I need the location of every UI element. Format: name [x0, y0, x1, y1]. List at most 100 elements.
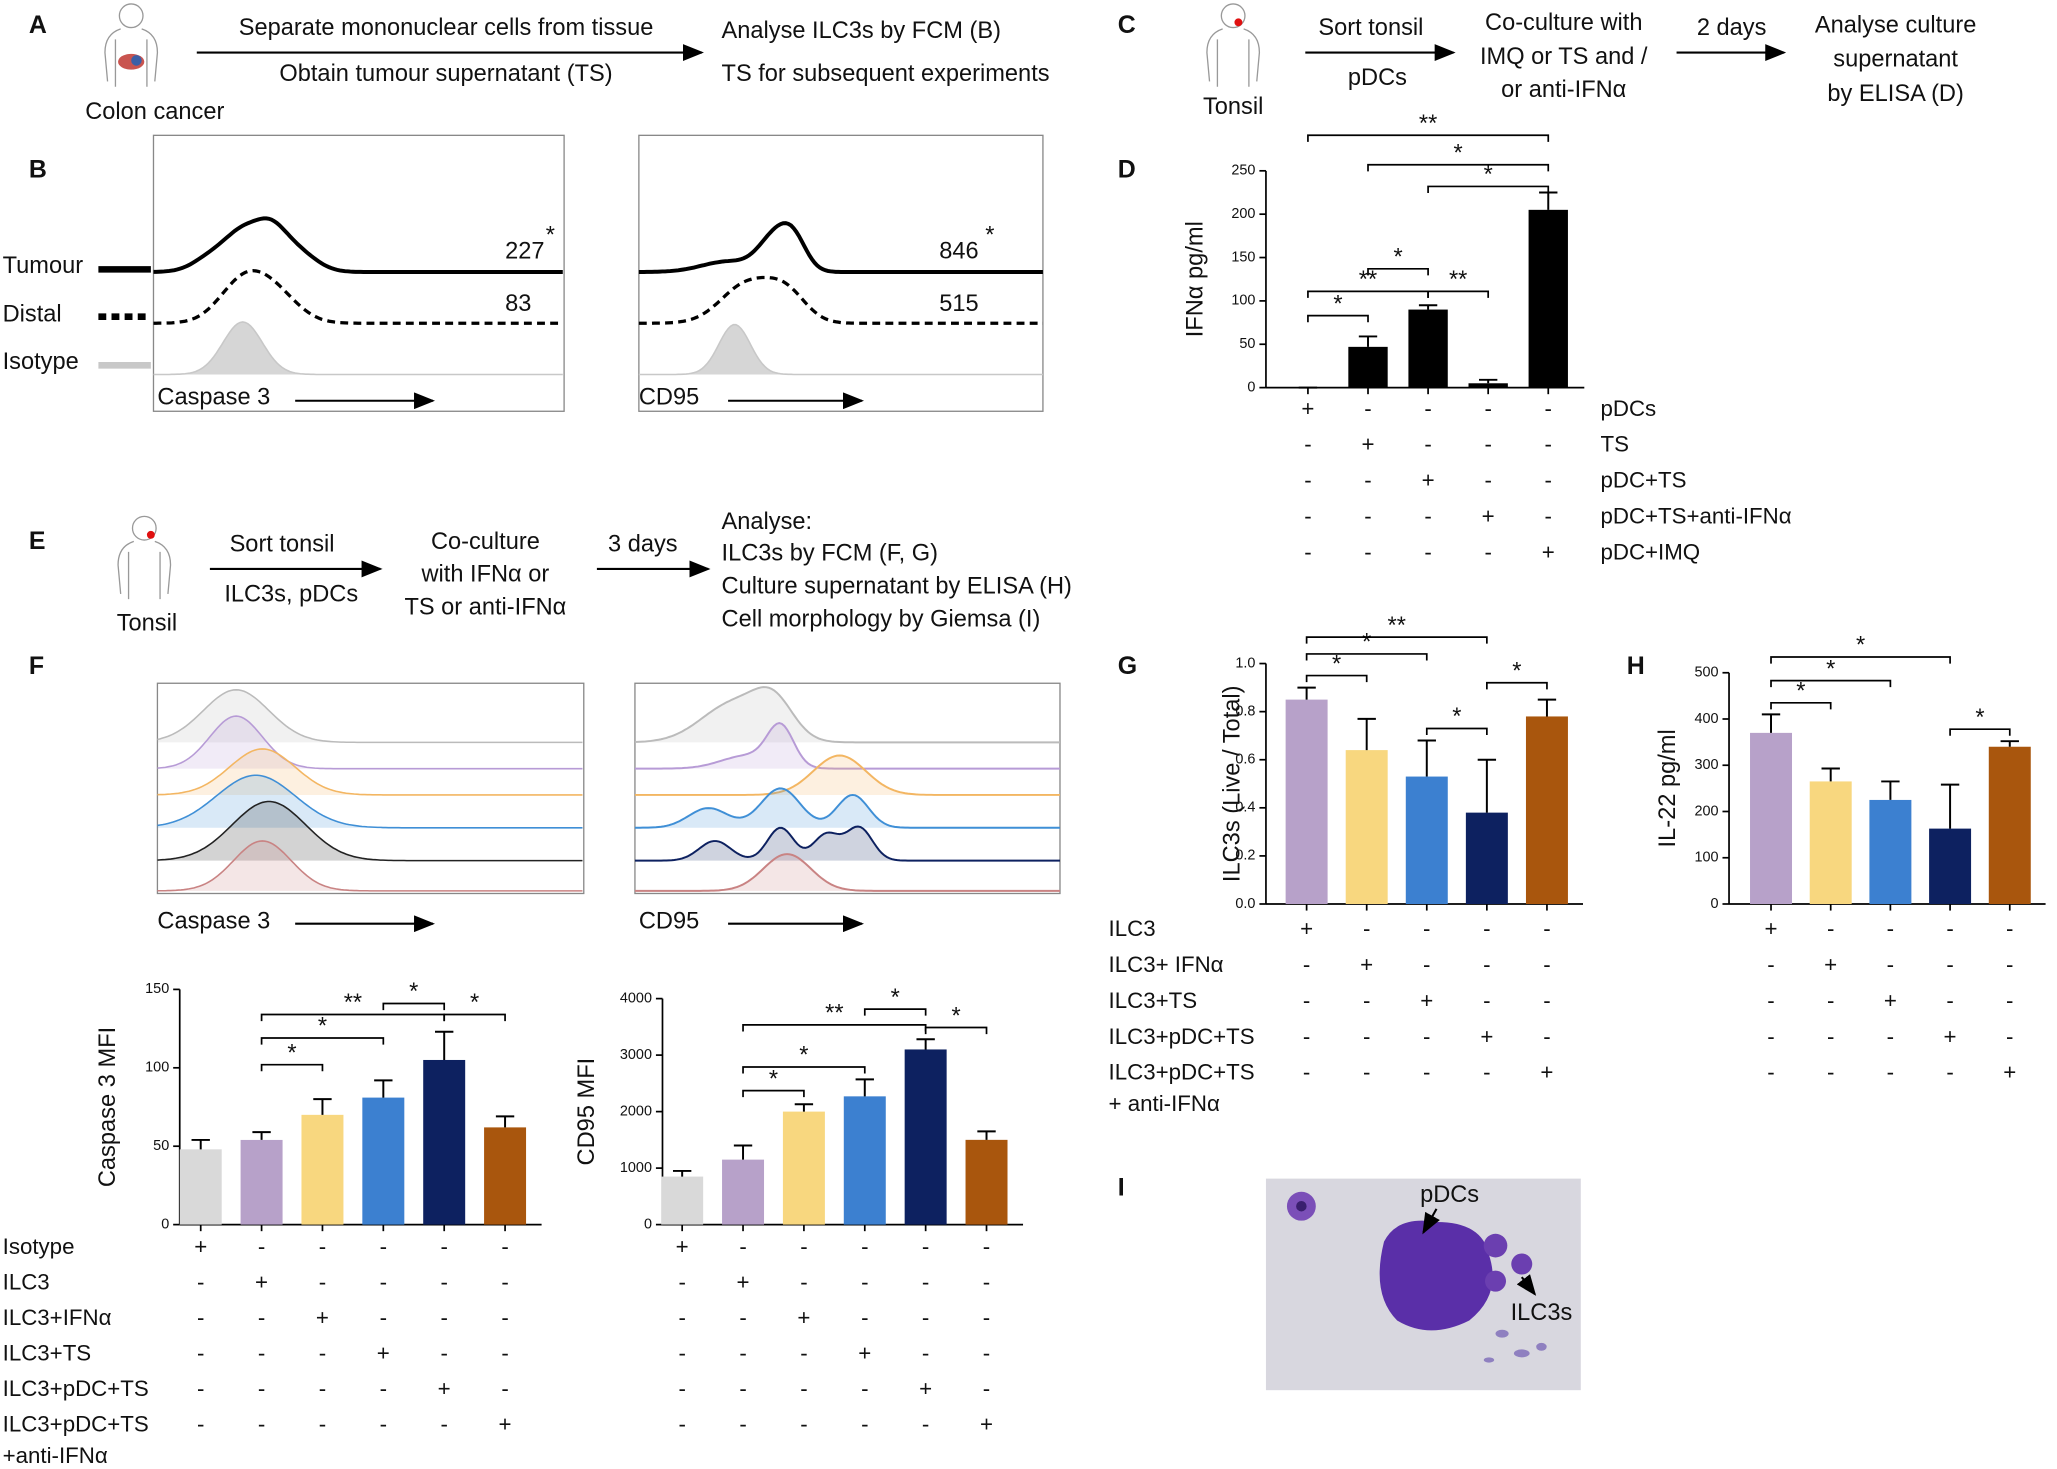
error-bar — [1358, 335, 1378, 347]
image-arrow — [1422, 1208, 1440, 1235]
flow-text: Analyse culture — [1815, 13, 1976, 39]
y-axis-label: IL-22 pg/ml — [1655, 729, 1681, 847]
y-tick-label: 0.0 — [1235, 896, 1255, 912]
histogram-curve — [634, 787, 1060, 829]
y-tick-label: 1.0 — [1235, 655, 1255, 671]
condition-sign: - — [1767, 1060, 1774, 1085]
bar — [843, 1096, 886, 1225]
condition-label: pDCs — [1600, 396, 1656, 421]
flow-text: Obtain tumour supernatant (TS) — [279, 61, 612, 87]
condition-sign: + — [255, 1270, 268, 1295]
condition-sign: + — [377, 1341, 390, 1366]
error-bar — [1418, 304, 1438, 310]
histogram-curve — [634, 853, 1060, 892]
bar — [1869, 799, 1912, 904]
y-tick-label: 50 — [1239, 336, 1255, 352]
condition-sign: - — [1484, 396, 1491, 421]
error-bar — [1761, 713, 1781, 733]
condition-label: ILC3+TS — [3, 1341, 92, 1366]
condition-sign: - — [1543, 988, 1550, 1013]
sig-bracket — [1425, 727, 1488, 736]
condition-sign: - — [1363, 1024, 1370, 1049]
flow-text: ILC3s, pDCs — [224, 581, 358, 607]
sig-label: * — [546, 223, 555, 249]
condition-sign: - — [983, 1305, 990, 1330]
condition-sign: - — [1767, 988, 1774, 1013]
sig-label: ** — [1419, 111, 1437, 137]
condition-label: ILC3+pDC+TS — [3, 1376, 149, 1401]
condition-sign: - — [678, 1305, 685, 1330]
condition-sign: - — [197, 1270, 204, 1295]
condition-sign: + — [1361, 432, 1374, 457]
histogram-fill — [157, 801, 584, 861]
condition-sign: - — [1545, 432, 1552, 457]
condition-sign: - — [678, 1341, 685, 1366]
error-bar — [794, 1103, 814, 1112]
sig-bracket — [1427, 290, 1490, 298]
condition-sign: - — [1543, 916, 1550, 941]
flow-text: by ELISA (D) — [1827, 81, 1963, 107]
y-tick-label: 2000 — [620, 1103, 652, 1119]
condition-sign: - — [678, 1270, 685, 1295]
condition-sign: + — [194, 1234, 207, 1259]
condition-sign: + — [1480, 1024, 1493, 1049]
error-bar — [2000, 740, 2019, 747]
condition-sign: - — [501, 1305, 508, 1330]
bar — [1809, 781, 1852, 904]
condition-sign: - — [1887, 916, 1894, 941]
y-tick-label: 0.4 — [1235, 800, 1255, 816]
y-tick-label: 0.6 — [1235, 752, 1255, 768]
condition-sign: - — [861, 1234, 868, 1259]
condition-label: ILC3+ IFNα — [1109, 952, 1224, 977]
y-tick-label: 0.2 — [1235, 848, 1255, 864]
condition-sign: - — [380, 1270, 387, 1295]
sig-label: * — [1856, 633, 1865, 659]
flow-text: Analyse ILC3s by FCM (B) — [722, 18, 1001, 44]
bar — [1468, 383, 1508, 388]
sig-bracket — [742, 1089, 805, 1098]
histogram-fill — [634, 687, 1060, 743]
condition-sign: - — [319, 1376, 326, 1401]
condition-sign: + — [1300, 916, 1313, 941]
condition-sign: - — [440, 1234, 447, 1259]
condition-sign: - — [258, 1234, 265, 1259]
flow-text: Sort tonsil — [1318, 15, 1423, 41]
sig-bracket — [863, 1008, 927, 1016]
condition-sign: - — [197, 1341, 204, 1366]
condition-sign: + — [1360, 952, 1373, 977]
condition-sign: - — [861, 1412, 868, 1437]
condition-sign: - — [739, 1234, 746, 1259]
y-tick-label: 150 — [1231, 249, 1255, 265]
condition-sign: - — [258, 1341, 265, 1366]
condition-sign: - — [380, 1412, 387, 1437]
condition-sign: - — [1946, 916, 1953, 941]
condition-sign: - — [1304, 432, 1311, 457]
condition-sign: - — [1946, 952, 1953, 977]
body-icon — [104, 3, 1261, 600]
bar — [1750, 732, 1793, 904]
histogram-fill — [157, 748, 584, 795]
condition-sign: - — [1364, 503, 1371, 528]
flow-text: Colon cancer — [85, 99, 224, 125]
condition-sign: - — [1946, 1060, 1953, 1085]
bar — [362, 1097, 405, 1225]
condition-sign: + — [858, 1341, 871, 1366]
y-tick-label: 0.8 — [1235, 703, 1255, 719]
bar — [301, 1114, 344, 1225]
sig-bracket — [742, 1066, 866, 1074]
condition-sign: - — [1303, 988, 1310, 1013]
condition-sign: - — [861, 1376, 868, 1401]
condition-sign: - — [1827, 988, 1834, 1013]
flow-text: ILC3s by FCM (F, G) — [722, 541, 938, 567]
error-bar — [855, 1078, 874, 1097]
condition-sign: - — [739, 1305, 746, 1330]
histogram-frame — [638, 134, 1044, 412]
condition-sign: - — [678, 1412, 685, 1437]
condition-sign: - — [440, 1270, 447, 1295]
condition-sign: - — [1303, 952, 1310, 977]
y-tick-label: 0 — [161, 1216, 169, 1232]
condition-sign: + — [797, 1305, 810, 1330]
condition-sign: - — [501, 1234, 508, 1259]
legend-label: Distal — [3, 302, 62, 328]
condition-sign: - — [983, 1376, 990, 1401]
